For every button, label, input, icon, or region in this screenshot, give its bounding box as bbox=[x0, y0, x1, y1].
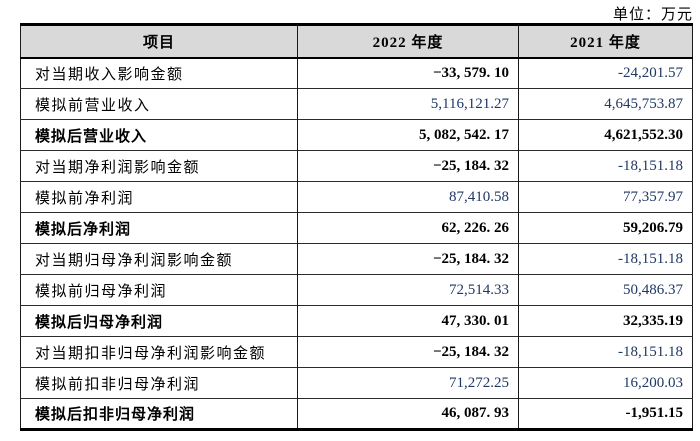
value-2022-cell: −25, 184. 32 bbox=[297, 336, 519, 368]
table-row: 对当期扣非归母净利润影响金额 −25, 184. 32 -18,151.18 bbox=[20, 336, 693, 368]
row-label-cell: 模拟后净利润 bbox=[20, 212, 298, 244]
header-row: 项目 2022 年度 2021 年度 bbox=[20, 24, 693, 59]
row-label-cell: 模拟后扣非归母净利润 bbox=[20, 398, 298, 430]
table-row: 对当期归母净利润影响金额 −25, 184. 32 -18,151.18 bbox=[20, 243, 693, 275]
value-2022-cell: −25, 184. 32 bbox=[297, 243, 519, 275]
table-row: 模拟后扣非归母净利润 46, 087. 93 -1,951.15 bbox=[20, 398, 693, 430]
value-2021-cell: -18,151.18 bbox=[518, 336, 693, 368]
value-2022-cell: 46, 087. 93 bbox=[297, 398, 519, 430]
header-item-column: 项目 bbox=[20, 24, 298, 59]
row-label-cell: 对当期净利润影响金额 bbox=[20, 150, 298, 182]
row-label-cell: 对当期归母净利润影响金额 bbox=[20, 243, 298, 275]
value-2022-cell: −33, 579. 10 bbox=[297, 57, 519, 89]
table-row: 对当期收入影响金额 −33, 579. 10 -24,201.57 bbox=[21, 57, 693, 89]
value-2021-cell: -1,951.15 bbox=[518, 398, 693, 430]
table-row: 模拟后归母净利润 47, 330. 01 32,335.19 bbox=[20, 305, 693, 337]
table-row: 模拟前扣非归母净利润 71,272.25 16,200.03 bbox=[20, 367, 693, 399]
value-2022-cell: 87,410.58 bbox=[297, 181, 519, 213]
table-row: 对当期净利润影响金额 −25, 184. 32 -18,151.18 bbox=[20, 150, 693, 182]
value-2021-cell: 4,621,552.30 bbox=[518, 119, 693, 151]
table-row: 模拟后净利润 62, 226. 26 59,206.79 bbox=[20, 212, 693, 244]
row-label-cell: 对当期收入影响金额 bbox=[35, 66, 184, 83]
value-2022-cell: −25, 184. 32 bbox=[297, 150, 519, 182]
value-2021-cell: 50,486.37 bbox=[518, 274, 693, 306]
table-body: 对当期收入影响金额 −33, 579. 10 -24,201.57 模拟前营业收入 5,… bbox=[20, 57, 693, 430]
value-2021-cell: -18,151.18 bbox=[518, 243, 693, 275]
row-label-cell: 模拟前扣非归母净利润 bbox=[20, 367, 298, 399]
value-2021-cell: -18,151.18 bbox=[518, 150, 693, 182]
value-2021-cell: 32,335.19 bbox=[518, 305, 693, 337]
row-label-cell: 模拟前营业收入 bbox=[20, 88, 298, 120]
value-2021-cell: 16,200.03 bbox=[518, 367, 693, 399]
value-2022-cell: 71,272.25 bbox=[297, 367, 519, 399]
unit-label: 单位：万元 bbox=[612, 7, 693, 23]
table-row: 模拟前净利润 87,410.58 77,357.97 bbox=[20, 181, 693, 213]
row-label-cell: 对当期扣非归母净利润影响金额 bbox=[20, 336, 298, 368]
header-year-2021: 2021 年度 bbox=[518, 24, 693, 59]
value-2021-cell: -24,201.57 bbox=[518, 57, 693, 89]
table-row: 模拟后营业收入 5, 082, 542. 17 4,621,552.30 bbox=[20, 119, 693, 151]
value-2022-cell: 72,514.33 bbox=[297, 274, 519, 306]
value-2021-cell: 59,206.79 bbox=[518, 212, 693, 244]
table-row: 模拟前归母净利润 72,514.33 50,486.37 bbox=[20, 274, 693, 306]
header-year-2022: 2022 年度 bbox=[297, 24, 519, 59]
value-2021-cell: 77,357.97 bbox=[518, 181, 693, 213]
value-2022-cell: 62, 226. 26 bbox=[297, 212, 519, 244]
row-label-cell: 模拟后归母净利润 bbox=[20, 305, 298, 337]
row-label-cell: 模拟前净利润 bbox=[20, 181, 298, 213]
value-2022-cell: 5, 082, 542. 17 bbox=[297, 119, 519, 151]
value-2021-cell: 4,645,753.87 bbox=[518, 88, 693, 120]
table-header: 项目 2022 年度 2021 年度 bbox=[20, 24, 693, 59]
row-label-cell: 模拟后营业收入 bbox=[20, 119, 298, 151]
value-2022-cell: 5,116,121.27 bbox=[297, 88, 519, 120]
row-label-cell: 模拟前归母净利润 bbox=[20, 274, 298, 306]
value-2022-cell: 47, 330. 01 bbox=[297, 305, 519, 337]
financial-table: 项目 2022 年度 2021 年度 对当期收入影响金额 −33, 579. 10… bbox=[20, 23, 693, 431]
table-row: 模拟前营业收入 5,116,121.27 4,645,753.87 bbox=[20, 88, 693, 120]
